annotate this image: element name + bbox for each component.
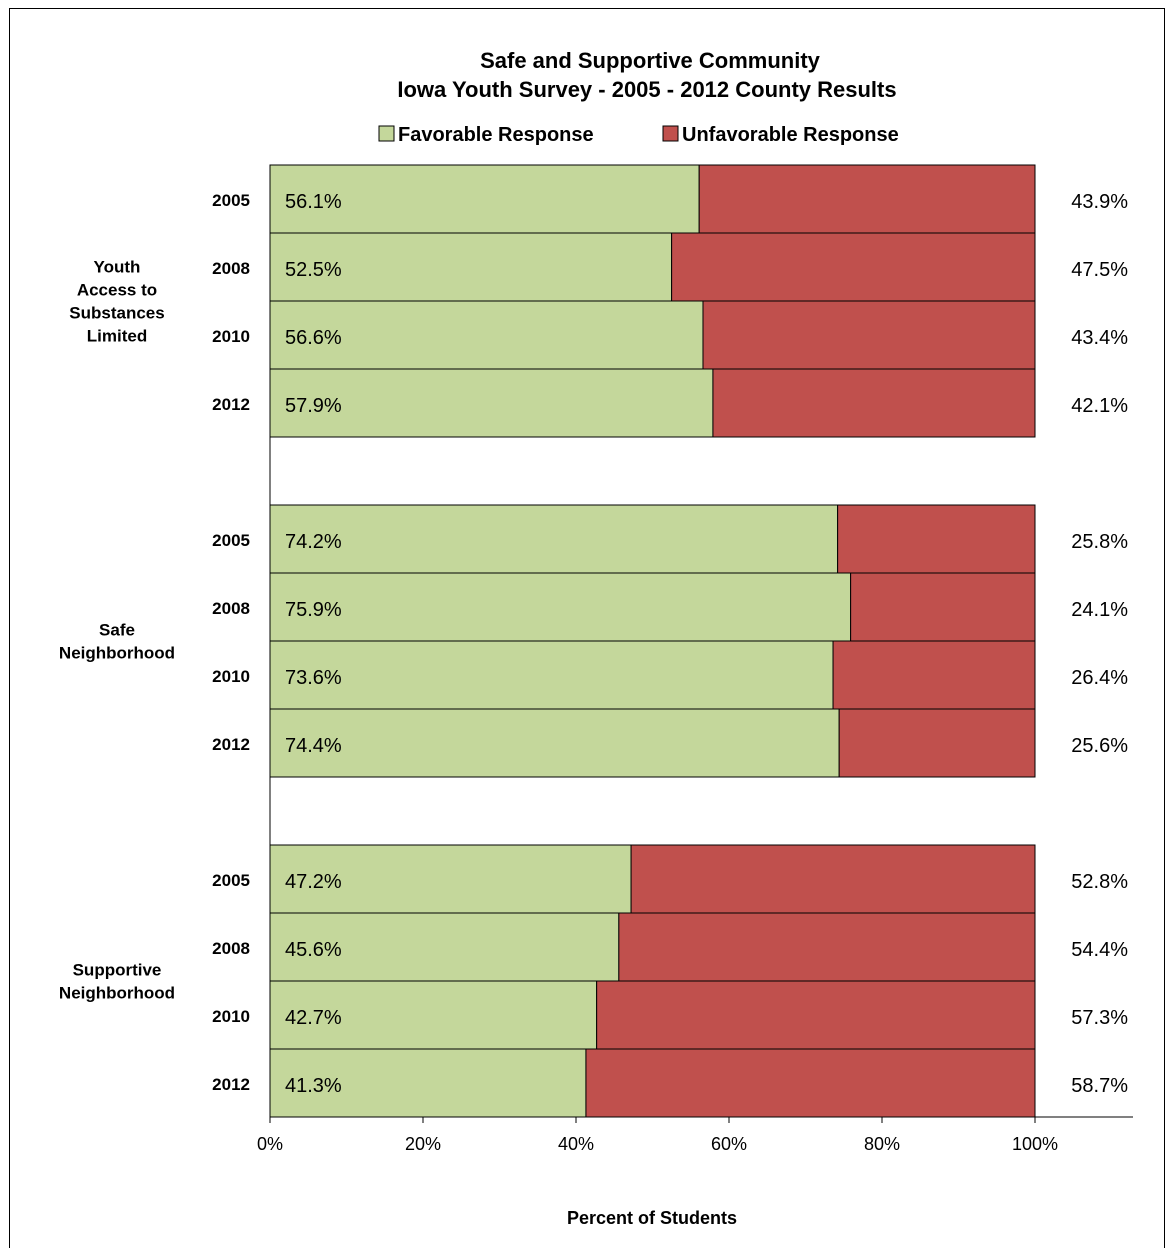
x-tick-label: 20%	[405, 1134, 441, 1154]
favorable-data-label: 42.7%	[285, 1007, 342, 1029]
bar-unfavorable	[585, 1048, 1036, 1118]
legend-label-unfavorable: Unfavorable Response	[682, 124, 899, 146]
year-label: 2010	[212, 327, 250, 346]
bar-favorable	[269, 232, 673, 302]
bar-unfavorable	[596, 980, 1036, 1050]
year-label: 2010	[212, 667, 250, 686]
unfavorable-data-label: 24.1%	[1071, 599, 1128, 621]
x-axis: 0% 20% 40% 60% 80% 100%	[257, 165, 1133, 1154]
year-label: 2005	[212, 871, 250, 890]
bar-favorable	[269, 1048, 587, 1118]
x-tick-label: 60%	[711, 1134, 747, 1154]
year-label: 2008	[212, 939, 250, 958]
plot-area: 56.1% 43.9% 2005 52.5% 47.5% 2008 56.6% 43.4% 20…	[59, 164, 1128, 1118]
group-label-line: Neighborhood	[59, 644, 175, 663]
year-label: 2012	[212, 395, 250, 414]
group-label-line: Safe	[99, 621, 135, 640]
legend-swatch-unfavorable	[662, 125, 679, 142]
unfavorable-data-label: 58.7%	[1071, 1075, 1128, 1097]
legend-label-favorable: Favorable Response	[398, 124, 594, 146]
favorable-data-label: 56.6%	[285, 327, 342, 349]
year-label: 2012	[212, 1075, 250, 1094]
bar-unfavorable	[671, 232, 1036, 302]
unfavorable-data-label: 47.5%	[1071, 259, 1128, 281]
unfavorable-data-label: 52.8%	[1071, 871, 1128, 893]
x-tick-label: 40%	[558, 1134, 594, 1154]
group-label: Safe Neighborhood	[59, 621, 175, 663]
bar-unfavorable	[832, 640, 1036, 710]
favorable-data-label: 56.1%	[285, 191, 342, 213]
bar-unfavorable	[618, 912, 1036, 982]
unfavorable-data-label: 42.1%	[1071, 395, 1128, 417]
favorable-data-label: 74.4%	[285, 735, 342, 757]
group-label-line: Access to	[77, 281, 157, 300]
unfavorable-data-label: 25.6%	[1071, 735, 1128, 757]
bar-favorable	[269, 708, 840, 778]
year-label: 2005	[212, 191, 250, 210]
group-label-line: Limited	[87, 327, 147, 346]
bar-favorable	[269, 572, 852, 642]
bar-favorable	[269, 912, 620, 982]
chart-title: Safe and Supportive Community	[480, 48, 821, 73]
year-label: 2005	[212, 531, 250, 550]
unfavorable-data-label: 57.3%	[1071, 1007, 1128, 1029]
bar-unfavorable	[837, 504, 1036, 574]
favorable-data-label: 75.9%	[285, 599, 342, 621]
unfavorable-data-label: 43.9%	[1071, 191, 1128, 213]
x-axis-title: Percent of Students	[567, 1208, 737, 1228]
favorable-data-label: 74.2%	[285, 531, 342, 553]
bar-unfavorable	[838, 708, 1036, 778]
chart-subtitle: Iowa Youth Survey - 2005 - 2012 County R…	[397, 77, 896, 102]
bar-favorable	[269, 504, 839, 574]
unfavorable-data-label: 54.4%	[1071, 939, 1128, 961]
group-label-line: Youth	[94, 258, 141, 277]
x-tick-label: 80%	[864, 1134, 900, 1154]
group-label-line: Supportive	[73, 961, 162, 980]
x-tick-label: 100%	[1012, 1134, 1058, 1154]
favorable-data-label: 45.6%	[285, 939, 342, 961]
bar-unfavorable	[630, 844, 1036, 914]
favorable-data-label: 57.9%	[285, 395, 342, 417]
group-label: Youth Access to Substances Limited	[69, 258, 164, 346]
favorable-data-label: 47.2%	[285, 871, 342, 893]
unfavorable-data-label: 43.4%	[1071, 327, 1128, 349]
group-label: Supportive Neighborhood	[59, 961, 175, 1003]
x-tick-label: 0%	[257, 1134, 283, 1154]
year-label: 2008	[212, 599, 250, 618]
favorable-data-label: 73.6%	[285, 667, 342, 689]
legend-swatch-favorable	[378, 125, 395, 142]
bar-unfavorable	[698, 164, 1036, 234]
bar-favorable	[269, 640, 834, 710]
year-label: 2012	[212, 735, 250, 754]
group-label-line: Substances	[69, 304, 164, 323]
chart-frame	[9, 8, 1165, 1248]
favorable-data-label: 41.3%	[285, 1075, 342, 1097]
year-label: 2010	[212, 1007, 250, 1026]
legend: Favorable Response Unfavorable Response	[378, 124, 899, 146]
year-label: 2008	[212, 259, 250, 278]
unfavorable-data-label: 25.8%	[1071, 531, 1128, 553]
bar-unfavorable	[702, 300, 1036, 370]
unfavorable-data-label: 26.4%	[1071, 667, 1128, 689]
favorable-data-label: 52.5%	[285, 259, 342, 281]
group-label-line: Neighborhood	[59, 984, 175, 1003]
bar-unfavorable	[850, 572, 1036, 642]
bar-unfavorable	[712, 368, 1036, 438]
